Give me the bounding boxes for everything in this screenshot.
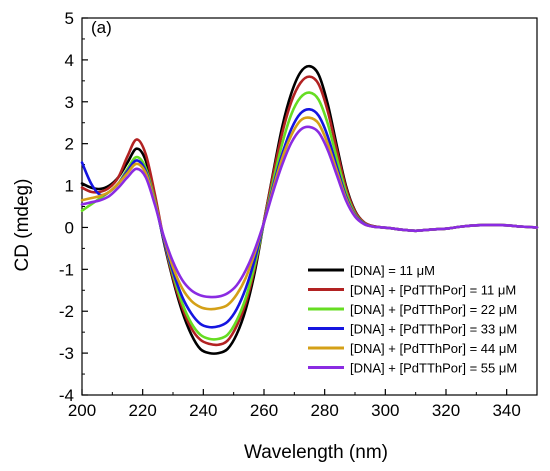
x-tick-label: 220: [128, 401, 156, 420]
x-tick-label: 260: [250, 401, 278, 420]
legend-label-6: [DNA] + [PdTThPor] = 55 μM: [350, 361, 517, 376]
legend-label-3: [DNA] + [PdTThPor] = 22 μM: [350, 302, 517, 317]
x-tick-label: 320: [432, 401, 460, 420]
x-tick-label: 340: [492, 401, 520, 420]
panel-label: (a): [91, 18, 112, 37]
y-axis-label: CD (mdeg): [12, 179, 33, 272]
y-tick-label: -1: [59, 260, 74, 279]
legend-label-4: [DNA] + [PdTThPor] = 33 μM: [350, 322, 517, 337]
y-tick-label: 1: [65, 177, 74, 196]
plot-frame: [81, 17, 538, 396]
x-tick-label: 280: [310, 401, 338, 420]
y-tick-label: 0: [65, 218, 74, 237]
y-tick-label: 5: [65, 9, 74, 28]
x-axis-label: Wavelength (nm): [244, 442, 388, 463]
x-tick-label: 240: [189, 401, 217, 420]
y-tick-label: -3: [59, 344, 74, 363]
y-tick-label: 4: [65, 51, 74, 70]
y-tick-label: -2: [59, 302, 74, 321]
series-line-5: [80, 116, 539, 311]
series-line-6: [80, 125, 539, 299]
legend-label-2: [DNA] + [PdTThPor] = 11 μM: [350, 283, 516, 298]
y-tick-label: 2: [65, 135, 74, 154]
legend-label-1: [DNA] = 11 μM: [350, 263, 435, 278]
x-tick-label: 200: [68, 401, 96, 420]
y-tick-label: -4: [59, 386, 74, 405]
legend-label-5: [DNA] + [PdTThPor] = 44 μM: [350, 341, 517, 356]
x-tick-label: 300: [371, 401, 399, 420]
y-tick-label: 3: [65, 93, 74, 112]
